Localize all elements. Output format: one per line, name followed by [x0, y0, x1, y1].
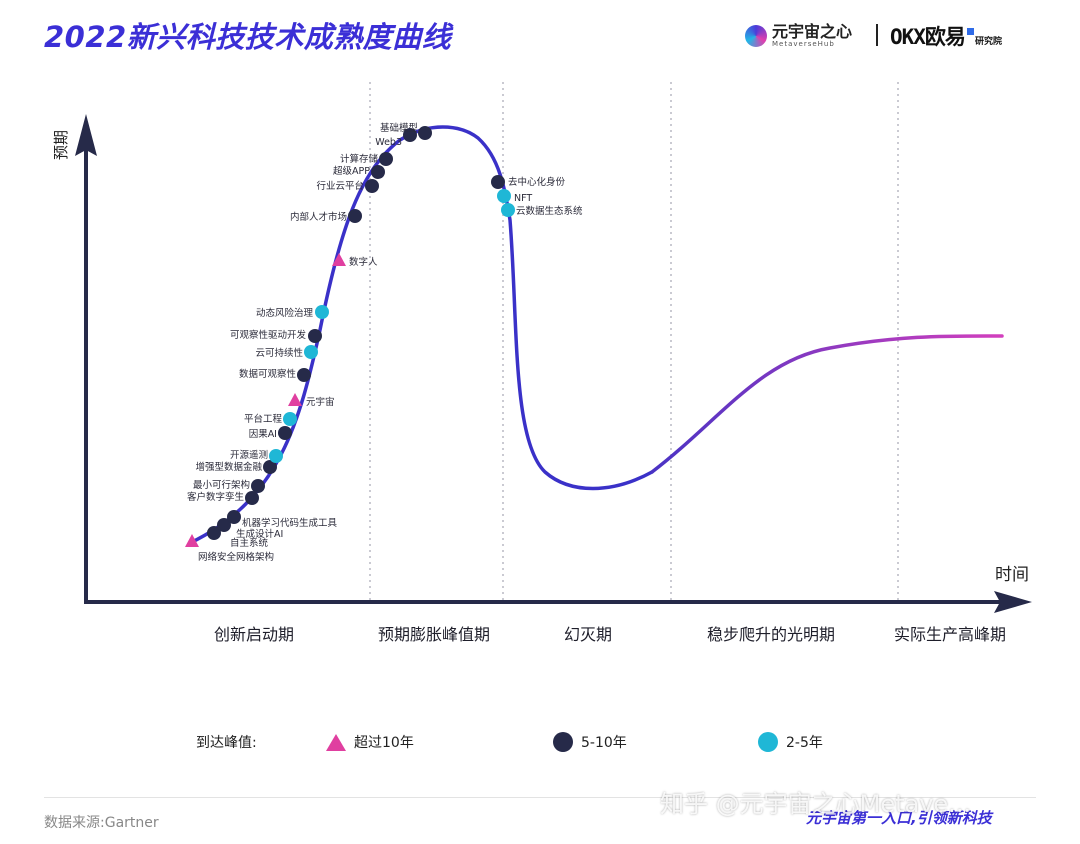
tech-label: 行业云平台 — [316, 180, 364, 192]
tech-marker — [491, 175, 505, 189]
tech-marker — [283, 412, 297, 426]
y-axis-arrow-icon — [75, 114, 97, 156]
phase-label: 稳步爬升的光明期 — [707, 625, 835, 644]
tech-marker — [297, 368, 311, 382]
phase-label: 预期膨胀峰值期 — [378, 625, 490, 644]
tech-label: 数据可观察性 — [239, 368, 297, 380]
okx-name: OKX欧易 — [890, 25, 966, 49]
tech-marker — [207, 526, 221, 540]
tech-label: 云可持续性 — [255, 347, 303, 359]
metaversehub-icon — [745, 25, 767, 47]
tech-marker — [379, 152, 393, 166]
plateau-curve — [650, 334, 1004, 474]
tech-label: 数字人 — [349, 256, 378, 268]
tech-marker — [217, 518, 231, 532]
tech-label: 生成设计AI — [236, 528, 283, 540]
x-axis-label: 时间 — [995, 565, 1029, 585]
tech-marker — [348, 209, 362, 223]
tech-label: 元宇宙 — [306, 396, 335, 408]
phase-label: 实际生产高峰期 — [894, 625, 1006, 644]
legend-item-2-5: 2-5年 — [758, 732, 823, 752]
triangle-icon — [326, 733, 346, 751]
tech-label: 云数据生态系统 — [516, 205, 583, 217]
hype-curve — [188, 125, 654, 545]
legend-title: 到达峰值: — [196, 735, 257, 751]
tech-marker — [278, 426, 292, 440]
tech-label: 因果AI — [249, 429, 277, 440]
data-source: 数据来源:Gartner — [44, 815, 159, 831]
legend-item-over10: 超过10年 — [326, 732, 414, 752]
tech-marker — [315, 305, 329, 319]
tech-label: 动态风险治理 — [256, 307, 314, 319]
x-axis-arrow-icon — [994, 591, 1032, 613]
tech-marker — [269, 449, 283, 463]
tech-marker — [371, 165, 385, 179]
tech-label: 平台工程 — [244, 413, 283, 425]
watermark: 知乎 @元宇宙之心Metave... — [660, 790, 972, 818]
okx-dot-icon — [966, 27, 974, 35]
slogan: 元宇宙第一入口,引领新科技 — [806, 809, 992, 827]
okx-logo: OKX欧易 研究院 — [890, 22, 1002, 50]
metaversehub-sub: MetaverseHub — [772, 40, 835, 48]
dark-circle-icon — [553, 732, 573, 752]
tech-label: 去中心化身份 — [508, 176, 566, 188]
metaversehub-logo: 元宇宙之心 MetaverseHub — [745, 22, 852, 50]
tech-marker — [365, 179, 379, 193]
tech-marker — [332, 253, 346, 266]
chart-title: 2022新兴科技技术成熟度曲线 — [44, 20, 452, 54]
tech-label: 网络安全网格架构 — [198, 551, 274, 563]
tech-marker — [497, 189, 511, 203]
tech-label: Web3 — [375, 137, 402, 148]
legend-item-5-10: 5-10年 — [553, 732, 627, 752]
tech-marker — [185, 534, 199, 547]
phase-label: 创新启动期 — [214, 625, 294, 644]
tech-marker — [251, 479, 265, 493]
tech-label: 超级APP — [333, 165, 370, 177]
tech-label: 机器学习代码生成工具 — [242, 517, 338, 529]
tech-label: 内部人才市场 — [290, 211, 347, 223]
tech-label: NFT — [514, 193, 532, 204]
tech-label: 计算存储 — [340, 153, 379, 165]
tech-label: 基础模型 — [380, 122, 419, 134]
tech-marker — [288, 393, 302, 406]
phase-label: 幻灭期 — [564, 625, 612, 644]
tech-marker — [227, 510, 241, 524]
tech-marker — [263, 460, 277, 474]
tech-label: 增强型数据金融 — [195, 461, 262, 473]
cyan-circle-icon — [758, 732, 778, 752]
okx-sub: 研究院 — [974, 37, 1002, 47]
legend-label-2-5: 2-5年 — [786, 735, 823, 751]
tech-marker — [501, 203, 515, 217]
tech-label: 自主系统 — [230, 537, 269, 549]
tech-label: 客户数字孪生 — [187, 491, 245, 503]
tech-label: 可观察性驱动开发 — [230, 329, 307, 341]
footer-divider — [44, 797, 1036, 798]
tech-marker — [308, 329, 322, 343]
legend-label-over10: 超过10年 — [354, 735, 414, 751]
brand-divider — [876, 24, 878, 46]
legend-label-5-10: 5-10年 — [581, 735, 627, 751]
tech-marker — [304, 345, 318, 359]
tech-marker — [418, 126, 432, 140]
tech-label: 最小可行架构 — [193, 479, 250, 491]
tech-marker — [245, 491, 259, 505]
metaversehub-name: 元宇宙之心 — [772, 22, 853, 41]
tech-marker — [403, 128, 417, 142]
y-axis-label: 预期 — [52, 130, 70, 160]
tech-label: 开源遥测 — [230, 449, 268, 461]
